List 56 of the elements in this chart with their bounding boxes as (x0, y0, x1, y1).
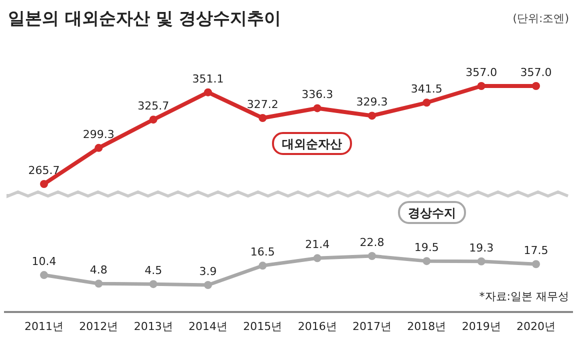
data-label: 336.3 (302, 88, 334, 102)
data-label: 299.3 (82, 128, 114, 141)
x-tick-label: 2019년 (462, 320, 501, 333)
point (532, 260, 540, 268)
data-label: 351.1 (192, 72, 224, 86)
data-label: 357.0 (466, 66, 498, 79)
point (313, 104, 322, 112)
data-label: 327.2 (246, 98, 278, 111)
chart-subtitle: (단위:조엔) (512, 12, 569, 25)
x-tick-label: 2018년 (407, 320, 446, 333)
point (204, 281, 212, 289)
point (258, 114, 267, 122)
point (532, 82, 540, 90)
data-label: 22.8 (360, 236, 384, 249)
x-tick-label: 2013년 (134, 320, 173, 333)
text: *자료:일본 재무성 (479, 290, 569, 303)
data-label: 357.0 (520, 66, 552, 79)
point (477, 257, 486, 266)
point (94, 280, 103, 288)
x-tick-label: 2020년 (516, 320, 556, 333)
data-label: 4.8 (90, 264, 108, 277)
data-label: 19.5 (414, 241, 439, 254)
point (40, 180, 48, 188)
point (422, 257, 431, 266)
point (94, 144, 103, 152)
point (477, 82, 486, 90)
point (313, 254, 322, 262)
x-tick-label: 2014년 (188, 320, 228, 333)
x-tick-label: 2015년 (243, 320, 282, 333)
point (204, 88, 212, 96)
x-tick-label: 2016년 (298, 320, 337, 333)
x-tick-label: 2012년 (79, 320, 118, 333)
x-tick-label: 2017년 (352, 320, 392, 333)
data-label: 17.5 (524, 244, 548, 258)
data-label: 10.4 (32, 255, 56, 268)
point (258, 262, 267, 270)
data-label: 3.9 (199, 265, 217, 278)
data-label: 16.5 (250, 246, 275, 259)
point (149, 116, 158, 124)
x-tick-label: 2011년 (24, 320, 64, 333)
chart-title: 일본의 대외순자산 및 경상수지추이 (8, 9, 281, 29)
point (422, 98, 431, 107)
data-label: 21.4 (305, 238, 330, 252)
data-label: 4.5 (144, 264, 162, 278)
series-label: 경상수지 (398, 201, 466, 224)
data-label: 341.5 (410, 82, 442, 96)
data-label: 19.3 (469, 241, 494, 254)
point (149, 280, 158, 288)
series-label: 대외순자산 (282, 137, 342, 151)
series-label: 대외순자산 (272, 132, 352, 155)
point (368, 112, 376, 120)
data-label: 265.7 (28, 164, 60, 177)
point (40, 271, 48, 280)
point (368, 252, 376, 260)
data-label: 325.7 (138, 100, 170, 113)
data-label: 329.3 (356, 96, 388, 109)
